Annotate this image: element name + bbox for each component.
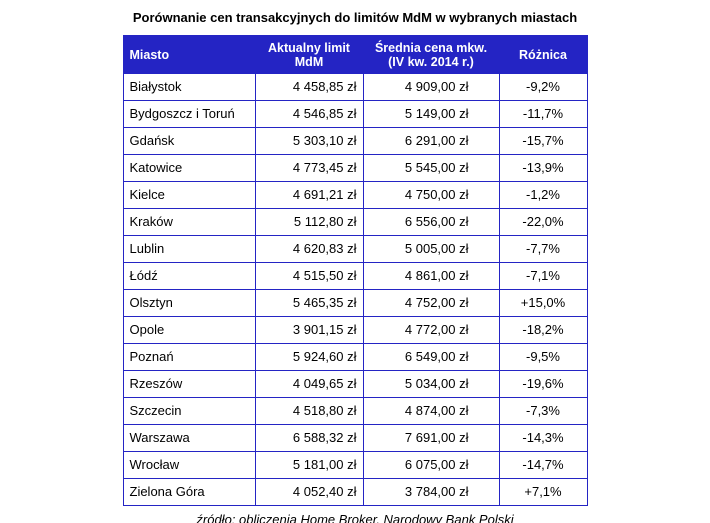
city-cell: Poznań: [122, 343, 256, 371]
limit-cell: 5 112,80 zł: [254, 208, 364, 236]
table-row: Białystok 4 458,85 zł 4 909,00 zł -9,2%: [122, 73, 588, 101]
table-header: Miasto Aktualny limit MdM Średnia cena m…: [122, 35, 588, 74]
table-row: Łódź 4 515,50 zł 4 861,00 zł -7,1%: [122, 262, 588, 290]
diff-cell: -15,7%: [498, 127, 588, 155]
city-cell: Szczecin: [122, 397, 256, 425]
limit-cell: 3 901,15 zł: [254, 316, 364, 344]
price-cell: 4 874,00 zł: [362, 397, 500, 425]
diff-cell: -9,5%: [498, 343, 588, 371]
diff-cell: -14,3%: [498, 424, 588, 452]
table-body: Białystok 4 458,85 zł 4 909,00 zł -9,2% Bydg…: [122, 73, 588, 506]
diff-cell: -9,2%: [498, 73, 588, 101]
table-row: Warszawa 6 588,32 zł 7 691,00 zł -14,3%: [122, 424, 588, 452]
diff-cell: -22,0%: [498, 208, 588, 236]
limit-cell: 4 620,83 zł: [254, 235, 364, 263]
city-cell: Lublin: [122, 235, 256, 263]
city-cell: Warszawa: [122, 424, 256, 452]
limit-cell: 5 181,00 zł: [254, 451, 364, 479]
table-row: Rzeszów 4 049,65 zł 5 034,00 zł -19,6%: [122, 370, 588, 398]
limit-cell: 5 465,35 zł: [254, 289, 364, 317]
price-cell: 7 691,00 zł: [362, 424, 500, 452]
city-cell: Bydgoszcz i Toruń: [122, 100, 256, 128]
table-row: Bydgoszcz i Toruń 4 546,85 zł 5 149,00 zł -…: [122, 100, 588, 128]
table-row: Poznań 5 924,60 zł 6 549,00 zł -9,5%: [122, 343, 588, 371]
comparison-table: Miasto Aktualny limit MdM Średnia cena m…: [122, 35, 588, 506]
limit-cell: 4 052,40 zł: [254, 478, 364, 506]
limit-cell: 4 518,80 zł: [254, 397, 364, 425]
limit-cell: 5 303,10 zł: [254, 127, 364, 155]
limit-cell: 4 691,21 zł: [254, 181, 364, 209]
diff-cell: -11,7%: [498, 100, 588, 128]
price-cell: 5 545,00 zł: [362, 154, 500, 182]
price-cell: 4 752,00 zł: [362, 289, 500, 317]
city-cell: Kraków: [122, 208, 256, 236]
price-cell: 4 861,00 zł: [362, 262, 500, 290]
diff-cell: -7,7%: [498, 235, 588, 263]
diff-cell: -14,7%: [498, 451, 588, 479]
price-cell: 6 291,00 zł: [362, 127, 500, 155]
city-cell: Kielce: [122, 181, 256, 209]
diff-cell: -19,6%: [498, 370, 588, 398]
limit-cell: 4 773,45 zł: [254, 154, 364, 182]
city-cell: Opole: [122, 316, 256, 344]
table-row: Kielce 4 691,21 zł 4 750,00 zł -1,2%: [122, 181, 588, 209]
source-note: źródło: obliczenia Home Broker, Narodowy…: [196, 512, 514, 523]
city-cell: Wrocław: [122, 451, 256, 479]
table-row: Szczecin 4 518,80 zł 4 874,00 zł -7,3%: [122, 397, 588, 425]
price-cell: 5 034,00 zł: [362, 370, 500, 398]
city-cell: Rzeszów: [122, 370, 256, 398]
price-cell: 6 075,00 zł: [362, 451, 500, 479]
limit-cell: 6 588,32 zł: [254, 424, 364, 452]
table-row: Zielona Góra 4 052,40 zł 3 784,00 zł +7,1%: [122, 478, 588, 506]
price-cell: 4 750,00 zł: [362, 181, 500, 209]
table-row: Olsztyn 5 465,35 zł 4 752,00 zł +15,0%: [122, 289, 588, 317]
table-row: Katowice 4 773,45 zł 5 545,00 zł -13,9%: [122, 154, 588, 182]
table-row: Lublin 4 620,83 zł 5 005,00 zł -7,7%: [122, 235, 588, 263]
city-cell: Białystok: [122, 73, 256, 101]
col-header-limit: Aktualny limit MdM: [254, 35, 364, 74]
price-cell: 5 005,00 zł: [362, 235, 500, 263]
limit-cell: 4 458,85 zł: [254, 73, 364, 101]
price-cell: 6 556,00 zł: [362, 208, 500, 236]
col-header-price: Średnia cena mkw. (IV kw. 2014 r.): [362, 35, 500, 74]
price-cell: 4 909,00 zł: [362, 73, 500, 101]
limit-cell: 4 515,50 zł: [254, 262, 364, 290]
table-row: Wrocław 5 181,00 zł 6 075,00 zł -14,7%: [122, 451, 588, 479]
diff-cell: -7,1%: [498, 262, 588, 290]
diff-cell: +7,1%: [498, 478, 588, 506]
table-row: Gdańsk 5 303,10 zł 6 291,00 zł -15,7%: [122, 127, 588, 155]
diff-cell: -13,9%: [498, 154, 588, 182]
diff-cell: +15,0%: [498, 289, 588, 317]
page-title: Porównanie cen transakcyjnych do limitów…: [132, 10, 578, 25]
price-cell: 5 149,00 zł: [362, 100, 500, 128]
city-cell: Gdańsk: [122, 127, 256, 155]
limit-cell: 4 546,85 zł: [254, 100, 364, 128]
header-row: Miasto Aktualny limit MdM Średnia cena m…: [122, 35, 588, 74]
diff-cell: -18,2%: [498, 316, 588, 344]
limit-cell: 4 049,65 zł: [254, 370, 364, 398]
table-row: Opole 3 901,15 zł 4 772,00 zł -18,2%: [122, 316, 588, 344]
col-header-miasto: Miasto: [122, 35, 256, 74]
table-row: Kraków 5 112,80 zł 6 556,00 zł -22,0%: [122, 208, 588, 236]
col-header-roznica: Różnica: [498, 35, 588, 74]
city-cell: Zielona Góra: [122, 478, 256, 506]
city-cell: Katowice: [122, 154, 256, 182]
city-cell: Łódź: [122, 262, 256, 290]
price-cell: 6 549,00 zł: [362, 343, 500, 371]
price-cell: 4 772,00 zł: [362, 316, 500, 344]
limit-cell: 5 924,60 zł: [254, 343, 364, 371]
price-cell: 3 784,00 zł: [362, 478, 500, 506]
diff-cell: -1,2%: [498, 181, 588, 209]
city-cell: Olsztyn: [122, 289, 256, 317]
diff-cell: -7,3%: [498, 397, 588, 425]
